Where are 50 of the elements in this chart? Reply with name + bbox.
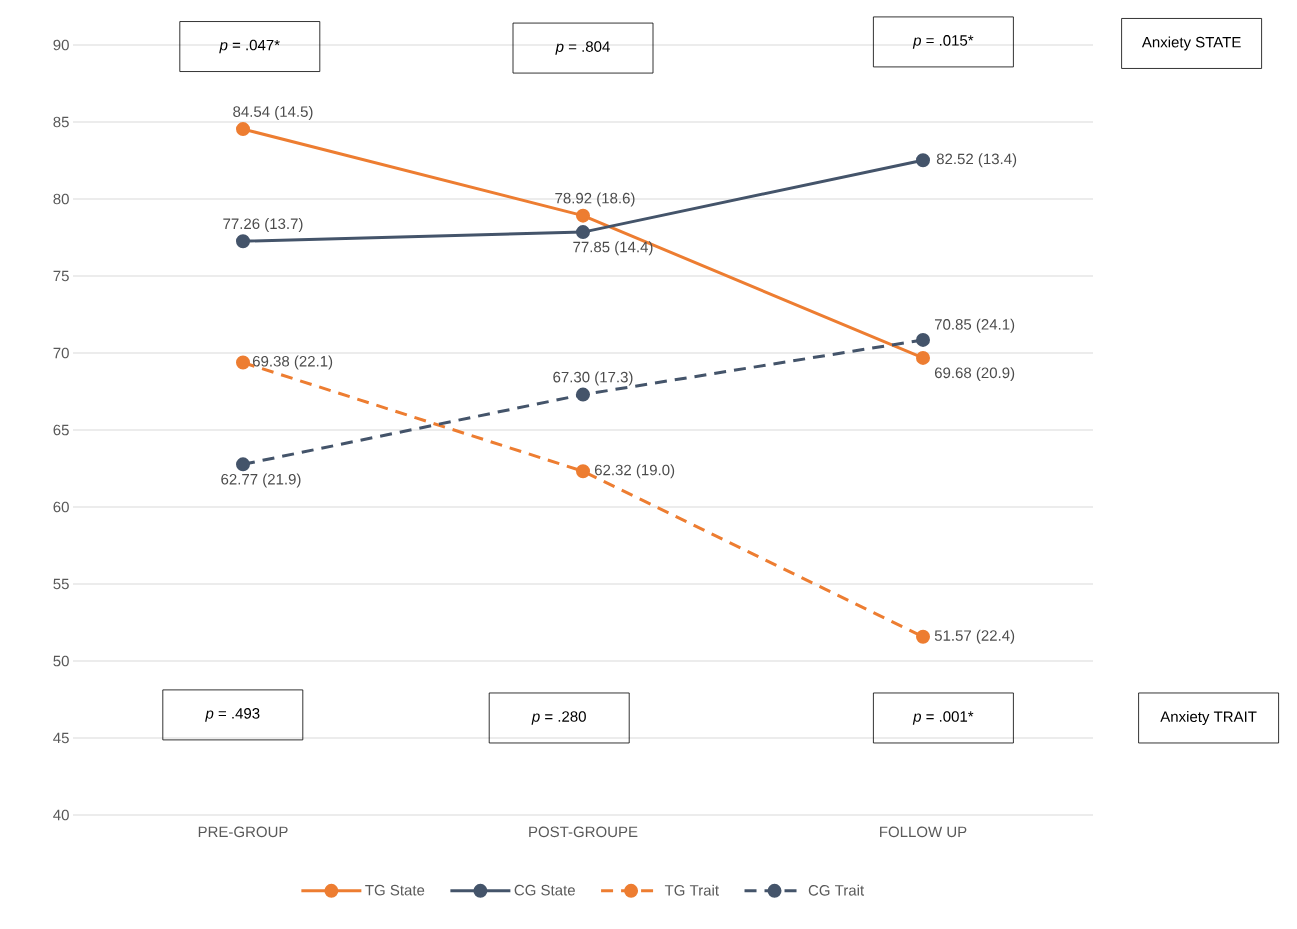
data-label: 70.85 (24.1)	[934, 318, 1015, 333]
point	[236, 355, 251, 370]
y-tick-label: 70	[53, 347, 69, 359]
y-tick-label: 75	[53, 270, 69, 282]
data-label: 69.38 (22.1)	[252, 355, 333, 370]
x-tick-label: PRE-GROUP	[198, 826, 288, 838]
annotation: p = .804	[555, 41, 610, 55]
point	[576, 225, 591, 240]
point	[236, 122, 251, 137]
point	[916, 629, 931, 644]
data-label: 62.32 (19.0)	[594, 464, 675, 479]
text: Anxiety TRAIT	[1160, 710, 1257, 725]
data-label: 82.52 (13.4)	[936, 153, 1017, 168]
data-label: 77.85 (14.4)	[573, 241, 653, 256]
point	[576, 387, 591, 402]
y-tick-label: 40	[53, 809, 69, 821]
text: Anxiety STATE	[1141, 36, 1241, 51]
annotation: p = .015*	[912, 35, 974, 49]
point	[916, 350, 931, 365]
y-tick-label: 45	[53, 732, 69, 744]
y-tick-label: 85	[53, 116, 69, 128]
data-label: 62.77 (21.9)	[221, 473, 301, 488]
data-label: 84.54 (14.5)	[233, 105, 313, 120]
y-tick-label: 60	[53, 501, 69, 513]
data-label: 77.26 (13.7)	[223, 218, 303, 232]
annotation: p = .280	[531, 711, 586, 725]
x-tick-label: POST-GROUPE	[529, 826, 638, 838]
y-tick-label: 80	[53, 193, 69, 205]
data-label: 69.68 (20.9)	[934, 367, 1015, 382]
x-tick-label: FOLLOW UP	[880, 826, 967, 838]
y-tick-label: 55	[53, 578, 69, 590]
legend-label: TG Trait	[664, 884, 719, 896]
annotation: p = .001*	[912, 711, 974, 725]
y-tick-label: 90	[53, 39, 69, 51]
y-tick-label: 50	[53, 655, 69, 667]
data-label: 78.92 (18.6)	[555, 192, 635, 207]
point	[236, 457, 251, 472]
point	[916, 332, 931, 347]
point	[576, 464, 591, 479]
point	[916, 153, 931, 168]
point	[236, 234, 251, 249]
legend-label: CG Trait	[808, 884, 865, 896]
data-label: 67.30 (17.3)	[553, 371, 633, 386]
point	[576, 208, 591, 223]
annotation: p = .493	[205, 708, 260, 722]
annotation: p = .047*	[219, 39, 280, 54]
y-tick-label: 65	[53, 424, 69, 436]
legend-label: CG State	[514, 884, 575, 896]
data-label: 51.57 (22.4)	[934, 629, 1015, 644]
legend-label: TG State	[365, 884, 425, 896]
